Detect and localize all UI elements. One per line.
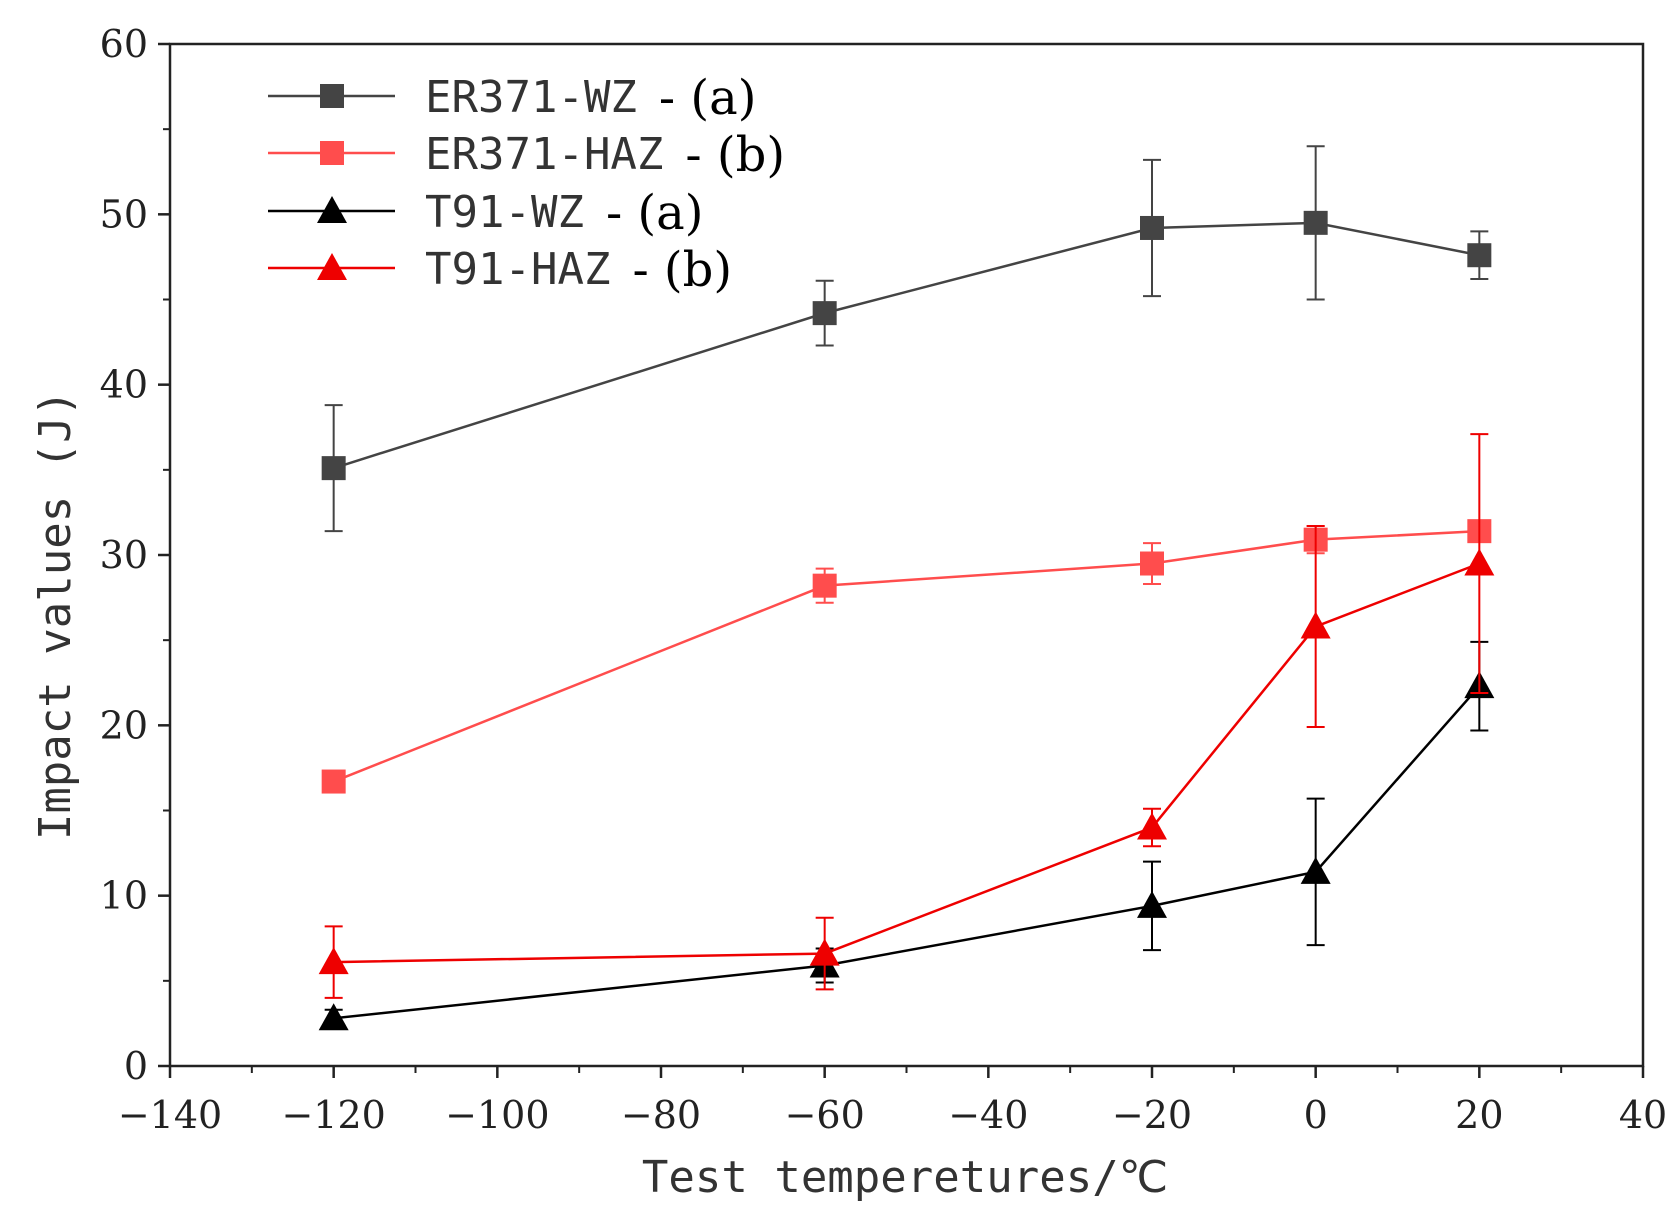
data-point [1137,890,1167,918]
legend-marker [317,253,347,280]
x-tick-label: −20 [1112,1093,1192,1137]
data-point [1300,611,1331,639]
x-axis-title: Test temperetures/℃ [642,1152,1168,1203]
legend-suffix: - (b) [685,127,785,183]
data-point [1137,812,1167,840]
data-point [318,1003,349,1031]
legend-item: ER371-HAZ - (b) [268,127,785,183]
y-tick-label: 20 [100,703,148,747]
data-point [812,573,837,598]
legend-suffix: - (b) [632,242,732,298]
series-t91-haz [318,433,1495,999]
legend-suffix: - (a) [606,185,704,241]
y-tick-label: 60 [100,22,148,66]
data-point [1464,548,1495,576]
data-point [1303,210,1328,235]
legend-label: ER371-HAZ [425,129,663,180]
data-point [809,938,840,966]
y-tick-label: 0 [124,1044,148,1088]
axes: −140 −120 −100 −80 −60 −40 −20 0 20 40 0 10 20 30 40 50… [100,22,1668,1137]
legend-item: T91-HAZ - (b) [268,242,732,298]
x-tick-label: −80 [621,1093,701,1137]
series-line [333,562,1480,964]
x-tick-label: −140 [118,1093,222,1137]
legend: ER371-WZ - (a)ER371-HAZ - (b)T91-WZ - (a)T9… [268,70,785,298]
legend-item: T91-WZ - (a) [268,185,704,241]
y-axis-title: Impact values (J) [30,390,81,840]
y-tick-label: 50 [100,192,148,236]
y-tick-label: 40 [100,363,148,407]
data-point [1140,215,1164,240]
legend-label: T91-HAZ [425,244,610,295]
x-tick-label: 20 [1455,1093,1503,1137]
legend-marker [320,141,344,165]
data-point [1300,856,1331,884]
plot-frame [168,42,1645,1068]
series-t91-wz [318,640,1495,1031]
data-point [812,301,837,326]
data-point [321,769,346,794]
series-line [333,529,1480,783]
data-point [1140,551,1164,576]
series-er371-wz [321,145,1492,533]
x-tick-label: 0 [1304,1093,1328,1137]
y-tick-label: 30 [100,533,148,577]
x-tick-label: −40 [948,1093,1028,1137]
series-line [333,685,1481,1020]
x-tick-label: −60 [785,1093,865,1137]
x-tick-label: 40 [1619,1093,1667,1137]
x-tick-label: −120 [281,1093,385,1137]
series-layer [318,145,1495,1031]
x-tick-label: −100 [445,1093,549,1137]
legend-suffix: - (a) [659,70,757,126]
data-point [321,456,346,481]
data-point [1467,243,1492,268]
data-point [318,947,349,975]
legend-marker [317,196,347,223]
legend-item: ER371-WZ - (a) [268,70,756,126]
y-tick-label: 10 [100,874,148,918]
legend-label: T91-WZ [425,187,584,238]
legend-marker [320,84,344,108]
legend-label: ER371-WZ [425,72,637,123]
